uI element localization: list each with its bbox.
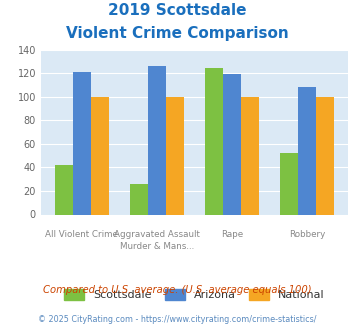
Bar (280, 153, 298, 214)
Text: Rape: Rape (221, 230, 243, 239)
Bar (130, 184, 148, 215)
Text: Violent Crime Comparison: Violent Crime Comparison (66, 26, 289, 41)
Bar (55, 165, 73, 214)
Bar (91, 97, 109, 214)
Bar (223, 74, 241, 215)
Legend: Scottsdale, Arizona, National: Scottsdale, Arizona, National (64, 289, 324, 301)
Bar (148, 66, 166, 214)
Text: Robbery: Robbery (289, 230, 325, 239)
Bar (166, 97, 184, 214)
Bar (316, 97, 334, 214)
Bar (298, 87, 316, 214)
Text: All Violent Crime: All Violent Crime (45, 230, 118, 239)
Text: 2019 Scottsdale: 2019 Scottsdale (108, 3, 247, 18)
Bar (205, 68, 223, 215)
Text: © 2025 CityRating.com - https://www.cityrating.com/crime-statistics/: © 2025 CityRating.com - https://www.city… (38, 315, 317, 324)
Bar (73, 72, 91, 215)
Text: Aggravated Assault: Aggravated Assault (114, 230, 200, 239)
Text: Compared to U.S. average. (U.S. average equals 100): Compared to U.S. average. (U.S. average … (43, 285, 312, 295)
Text: Murder & Mans...: Murder & Mans... (120, 242, 194, 251)
Bar (241, 97, 259, 214)
